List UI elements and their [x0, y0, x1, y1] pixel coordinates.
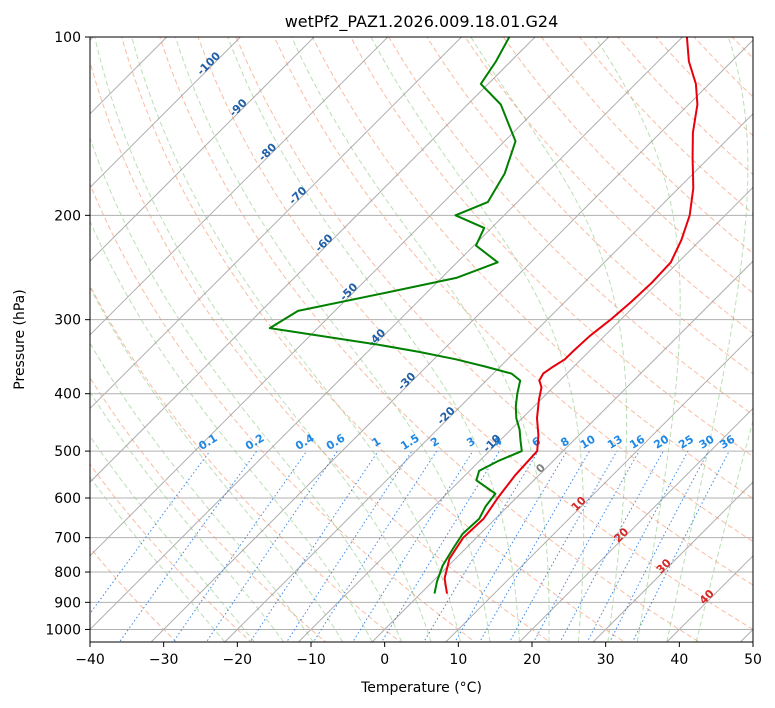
moist-adiabat — [90, 342, 314, 642]
dry-adiabat — [90, 546, 178, 642]
moist-adiabat — [594, 37, 681, 642]
dry-adiabat — [90, 60, 551, 642]
isotherms — [90, 37, 753, 642]
y-tick-label: 600 — [54, 491, 81, 507]
y-tick-label: 300 — [54, 313, 81, 329]
moist-adiabat — [90, 476, 226, 642]
dry-adiabat — [464, 37, 753, 334]
mixing-ratio-line — [352, 450, 474, 642]
mixing-ratio-line — [586, 450, 689, 642]
moist-adiabat — [90, 220, 373, 642]
x-tick-label: 20 — [523, 652, 541, 668]
dry-adiabat — [311, 37, 753, 500]
moist-adiabat — [470, 37, 628, 642]
y-tick-label: 100 — [54, 30, 81, 46]
y-tick-label: 700 — [54, 531, 81, 547]
isotherm-line — [90, 37, 536, 483]
mixing-ratio-line — [381, 450, 500, 642]
x-tick-label: 10 — [449, 652, 467, 668]
moist-adiabat — [94, 37, 432, 642]
moist-adiabat — [666, 37, 749, 642]
mixing-ratio-line — [312, 450, 438, 642]
isotherm-line — [90, 37, 242, 189]
isotherm-line — [150, 39, 753, 642]
isotherm-line — [592, 481, 753, 642]
sounding-series — [268, 37, 699, 594]
isotherm-line — [90, 37, 389, 336]
moist-adiabat — [90, 286, 344, 642]
isotherm-line — [297, 186, 753, 642]
x-axis-label: Temperature (°C) — [360, 680, 482, 696]
x-tick-label: 0 — [380, 652, 389, 668]
x-tick-label: 40 — [670, 652, 688, 668]
moist-adiabat — [174, 37, 491, 642]
dry-adiabat — [197, 37, 753, 630]
mixing-ratio-line — [533, 450, 640, 642]
y-axis-label: Pressure (hPa) — [12, 289, 28, 389]
y-tick-label: 1000 — [45, 622, 81, 638]
isotherm-line — [445, 334, 753, 642]
moist-adiabat — [90, 435, 255, 642]
dry-adiabat — [159, 37, 701, 642]
x-axis-ticks: −40 −30 −20 −10 0 10 20 30 40 50 — [75, 642, 762, 668]
moist-adiabat — [131, 37, 461, 642]
mixing-ratio-line — [559, 450, 664, 642]
mixing-ratio-line — [286, 450, 413, 642]
temperature-profile-line — [443, 37, 699, 594]
isotherm-line — [371, 260, 753, 642]
x-tick-label: 50 — [744, 652, 762, 668]
y-tick-label: 800 — [54, 565, 81, 581]
isotherm-line — [518, 407, 753, 642]
x-tick-label: −30 — [149, 652, 179, 668]
moist-adiabats — [90, 37, 753, 642]
isotherm-line — [90, 37, 168, 115]
isotherm-line — [90, 37, 463, 410]
pressure-gridlines — [90, 37, 753, 630]
x-tick-label: −40 — [75, 652, 105, 668]
mixing-ratio-line — [118, 450, 258, 642]
x-tick-label: −10 — [296, 652, 326, 668]
moist-adiabat — [695, 418, 753, 642]
y-tick-label: 500 — [54, 444, 81, 460]
dry-adiabat — [90, 182, 476, 642]
mixing-ratio-line — [479, 450, 591, 642]
y-tick-label: 900 — [54, 595, 81, 611]
dry-adiabat — [273, 37, 753, 543]
dry-adiabat — [426, 37, 753, 375]
dry-adiabats — [90, 37, 753, 642]
moist-adiabat — [370, 37, 585, 642]
mixing-ratio-line — [423, 450, 539, 642]
dry-adiabat — [90, 376, 327, 642]
mixing-ratio-lines — [90, 450, 730, 642]
mixing-ratio-line — [205, 450, 338, 642]
plot-frame — [89, 36, 754, 643]
moist-adiabat — [227, 37, 520, 642]
isotherm-line — [224, 113, 753, 642]
x-tick-label: 30 — [597, 652, 615, 668]
isotherm-line — [90, 37, 684, 631]
y-axis-ticks: 100 200 300 400 500 600 700 800 900 1000 — [45, 30, 90, 638]
chart-title: wetPf2_PAZ1.2026.009.18.01.G24 — [285, 12, 559, 32]
dewpoint-profile-line — [268, 37, 523, 594]
mixing-ratio-line — [90, 450, 211, 615]
dry-adiabat — [121, 37, 626, 642]
dry-adiabat — [235, 37, 753, 586]
dry-adiabat — [90, 284, 402, 642]
mixing-ratio-line — [249, 450, 379, 642]
x-tick-label: −20 — [223, 652, 253, 668]
isotherm-line — [90, 37, 610, 557]
dry-adiabat — [388, 37, 753, 416]
y-tick-label: 200 — [54, 208, 81, 224]
y-tick-label: 400 — [54, 387, 81, 403]
isotherm-line — [90, 37, 315, 262]
mixing-ratio-line — [454, 450, 568, 642]
